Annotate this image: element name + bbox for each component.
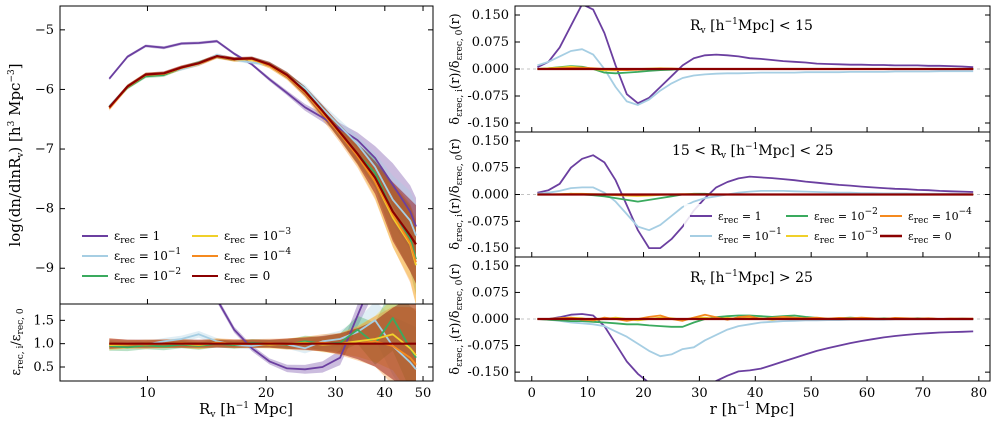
ytick-label: 0.150 <box>472 259 509 274</box>
profile-medium-ylabel: δεrec, i(r)/δεrec, 0(r) <box>448 138 465 249</box>
rlegend-label-eps0: εrec = 0 <box>908 230 952 246</box>
ytick-label: 0.075 <box>472 285 509 300</box>
ytick-label: 0.075 <box>472 161 509 176</box>
ratio-ticks: 0.5 1.0 1.5 10 20 30 40 50 <box>33 313 433 401</box>
legend-label-eps1: εrec = 1 <box>114 229 160 246</box>
series-line-eps1 <box>537 6 974 105</box>
profile-legend: εrec = 1 εrec = 10−1 εrec = 10−2 εrec = … <box>684 204 972 250</box>
series-line-eps1 <box>537 313 974 381</box>
series-line-eps1 <box>537 154 974 250</box>
legend-label-eps1e-1: εrec = 10−1 <box>114 247 181 266</box>
xtick-label: 0 <box>528 386 536 401</box>
legend-item-eps1e-2: εrec = 10−2 <box>82 267 181 286</box>
ytick-label: −8 <box>35 202 54 217</box>
legend-item-eps1e-4: εrec = 10−4 <box>192 247 291 266</box>
ratio-panel: 0.5 1.0 1.5 10 20 30 40 50 εrec, i/εrec, 0 Rv [… <box>9 303 434 420</box>
xtick-label: 40 <box>377 386 394 401</box>
ytick-label: 0.000 <box>472 188 509 203</box>
profile-large-ticks: 0.150 0.075 0.000 -0.075 -0.150 0 10 20 30 40 50 60… <box>467 259 990 401</box>
rlegend-label-eps1e-2: εrec = 10−2 <box>814 207 878 226</box>
ytick-label: -0.150 <box>467 241 509 256</box>
ytick-label: −6 <box>35 82 54 97</box>
profile-small-yticks: 0.150 0.075 0.000 -0.075 -0.150 <box>467 8 990 132</box>
ytick-label: 0.000 <box>472 62 509 77</box>
xtick-label: 30 <box>327 386 344 401</box>
xtick-label: 70 <box>915 386 932 401</box>
ytick-label: -0.150 <box>467 116 509 131</box>
ytick-label: −5 <box>35 23 54 38</box>
series-line-eps1 <box>108 40 417 227</box>
ratio-axes-frame <box>59 303 434 382</box>
profile-small-series <box>515 6 990 106</box>
xtick-label: 60 <box>859 386 876 401</box>
rlegend-label-eps1: εrec = 1 <box>718 210 762 226</box>
legend-item-eps0: εrec = 0 <box>192 269 270 286</box>
series-line-eps0 <box>108 54 417 246</box>
hmf-series <box>108 40 417 266</box>
ytick-label: 1.5 <box>33 313 54 328</box>
ratio-series <box>109 304 417 371</box>
ytick-label: −9 <box>35 261 54 276</box>
ytick-label: 0.075 <box>472 35 509 50</box>
rlegend-item-eps1e-2: εrec = 10−2 <box>786 207 878 226</box>
hmf-panel: −5 −6 −7 −8 −9 log(dn/dlnRv) [h3 Mpc−3] εrec… <box>6 5 434 305</box>
xtick-label: 20 <box>258 386 275 401</box>
profile-panel-medium: 0.150 0.075 0.000 -0.075 -0.150 15 < Rv [h−1… <box>448 131 991 258</box>
hmf-ylabel: log(dn/dlnRv) [h3 Mpc−3] <box>6 63 26 246</box>
profile-xlabel: r [h−1 Mpc] <box>710 400 795 418</box>
legend-item-eps1e-1: εrec = 10−1 <box>82 247 181 266</box>
rlegend-label-eps1e-1: εrec = 10−1 <box>718 227 782 246</box>
ytick-label: −7 <box>35 142 54 157</box>
profile-large-series <box>515 313 990 381</box>
profile-medium-series <box>515 154 990 250</box>
xtick-label: 80 <box>971 386 988 401</box>
profile-medium-yticks: 0.150 0.075 0.000 -0.075 -0.150 <box>467 134 990 257</box>
ytick-label: 0.150 <box>472 134 509 149</box>
band-eps1 <box>217 304 369 374</box>
xtick-label: 30 <box>691 386 708 401</box>
profile-large-ylabel: δεrec, i(r)/δεrec, 0(r) <box>448 263 465 374</box>
rlegend-label-eps1e-4: εrec = 10−4 <box>908 207 972 226</box>
ytick-label: -0.075 <box>467 339 509 354</box>
xtick-label: 40 <box>747 386 764 401</box>
legend-item-eps1: εrec = 1 <box>82 229 160 246</box>
ytick-label: -0.150 <box>467 365 509 380</box>
xtick-label: 10 <box>139 386 156 401</box>
legend-label-eps1e-3: εrec = 10−3 <box>224 227 291 246</box>
rlegend-item-eps1e-4: εrec = 10−4 <box>880 207 972 226</box>
ytick-label: 0.5 <box>33 360 54 375</box>
profile-medium-title: 15 < Rv [h−1Mpc] < 25 <box>672 142 833 161</box>
profile-panel-large: 0.150 0.075 0.000 -0.075 -0.150 0 10 20 30 40 50 60… <box>448 256 991 418</box>
rlegend-item-eps1e-1: εrec = 10−1 <box>690 227 782 246</box>
ytick-label: 0.000 <box>472 312 509 327</box>
xtick-label: 50 <box>803 386 820 401</box>
profile-small-title: Rv [h−1Mpc] < 15 <box>690 17 813 36</box>
ratio-ylabel: εrec, i/εrec, 0 <box>9 308 26 376</box>
legend-label-eps0: εrec = 0 <box>224 269 270 286</box>
ytick-label: -0.075 <box>467 214 509 229</box>
profile-large-title: Rv [h−1Mpc] > 25 <box>690 269 813 288</box>
rlegend-item-eps1e-3: εrec = 10−3 <box>786 227 878 246</box>
rlegend-label-eps1e-3: εrec = 10−3 <box>814 227 878 246</box>
hmf-legend: εrec = 1 εrec = 10−1 εrec = 10−2 εrec = … <box>82 227 291 286</box>
legend-item-eps1e-3: εrec = 10−3 <box>192 227 291 246</box>
ytick-label: -0.075 <box>467 89 509 104</box>
rlegend-item-eps1: εrec = 1 <box>690 210 762 226</box>
profile-panel-small: 0.150 0.075 0.000 -0.075 -0.150 Rv [h−1Mpc] … <box>448 5 991 133</box>
xtick-label: 50 <box>415 386 432 401</box>
legend-label-eps1e-4: εrec = 10−4 <box>224 247 291 266</box>
ytick-label: 1.0 <box>33 337 54 352</box>
xtick-label: 20 <box>635 386 652 401</box>
hmf-yticks: −5 −6 −7 −8 −9 <box>35 6 433 304</box>
ratio-xlabel: Rv [h−1 Mpc] <box>199 400 293 420</box>
ytick-label: 0.150 <box>472 8 509 23</box>
series-line-eps1e-1 <box>537 48 974 106</box>
profile-small-ylabel: δεrec, i(r)/δεrec, 0(r) <box>448 13 465 124</box>
legend-label-eps1e-2: εrec = 10−2 <box>114 267 181 286</box>
rlegend-item-eps0: εrec = 0 <box>880 230 952 246</box>
xtick-label: 10 <box>579 386 596 401</box>
